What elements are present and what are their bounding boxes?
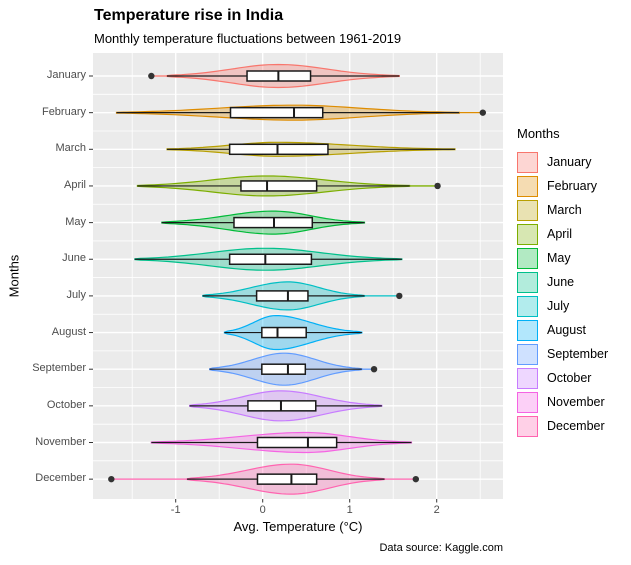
legend-item-january: January (517, 150, 608, 174)
legend-swatch-august (517, 319, 538, 341)
chart-subtitle: Monthly temperature fluctuations between… (94, 31, 402, 46)
legend-label-july: July (547, 299, 570, 313)
legend-item-september: September (517, 342, 608, 366)
legend-label-august: August (547, 323, 586, 337)
panel-background (93, 53, 503, 499)
legend-item-august: August (517, 318, 608, 342)
y-tick-label-november: November (35, 435, 86, 448)
outlier-dot-february (479, 109, 487, 116)
legend-swatch-september (517, 343, 538, 365)
y-tick-label-february: February (41, 105, 86, 118)
legend-label-june: June (547, 275, 575, 289)
legend-label-november: November (547, 395, 605, 409)
box-july (255, 290, 309, 302)
legend: Months January February March April May June J… (517, 126, 608, 438)
legend-label-january: January (547, 155, 592, 169)
outlier-dot-january (148, 72, 155, 80)
x-axis-title: Avg. Temperature (°C) (233, 519, 363, 534)
chart-title: Temperature rise in India (94, 7, 284, 24)
outlier-dot-april (434, 182, 441, 190)
y-tick-label-june: June (62, 252, 86, 265)
y-tick-label-december: December (35, 472, 86, 485)
box-november (256, 436, 338, 449)
legend-label-december: December (547, 419, 605, 433)
legend-swatch-december (517, 415, 538, 437)
box-december (256, 473, 318, 485)
y-tick-label-july: July (66, 288, 86, 301)
legend-item-april: April (517, 222, 608, 246)
box-june (228, 253, 313, 265)
y-tick-label-october: October (46, 398, 86, 411)
legend-label-may: May (547, 251, 571, 265)
legend-label-september: September (547, 347, 609, 361)
legend-item-october: October (517, 366, 608, 390)
legend-swatch-november (517, 391, 538, 413)
caption: Data source: Kaggle.com (379, 542, 503, 554)
legend-label-february: February (547, 179, 598, 193)
y-tick-label-may: May (65, 215, 86, 228)
legend-swatch-january (517, 151, 538, 173)
legend-swatch-february (517, 175, 538, 197)
legend-item-march: March (517, 198, 608, 222)
y-tick-label-august: August (51, 325, 86, 338)
box-september (261, 363, 307, 375)
legend-title: Months (517, 126, 560, 141)
x-tick-label-2: 2 (433, 504, 440, 516)
legend-swatch-march (517, 199, 538, 221)
y-tick-label-september: September (32, 362, 86, 375)
legend-swatch-july (517, 295, 538, 317)
legend-item-february: February (517, 174, 608, 198)
y-tick-label-january: January (46, 69, 86, 81)
y-tick-label-march: March (55, 142, 86, 155)
legend-item-july: July (517, 294, 608, 318)
box-february (229, 106, 324, 119)
legend-item-june: June (517, 270, 608, 294)
legend-label-october: October (547, 371, 592, 385)
legend-label-april: April (547, 227, 573, 241)
legend-swatch-may (517, 247, 538, 269)
y-tick-label-april: April (63, 178, 86, 191)
outlier-dot-september (370, 366, 378, 373)
legend-item-november: November (517, 390, 608, 414)
box-august (261, 326, 307, 339)
legend-swatch-april (517, 223, 538, 245)
outlier-dot-december (108, 475, 115, 483)
legend-swatch-october (517, 367, 538, 389)
box-march (228, 143, 329, 156)
x-tick-label--1: -1 (170, 504, 181, 516)
x-tick-label-0: 0 (259, 504, 266, 516)
legend-swatch-june (517, 271, 538, 293)
legend-item-may: May (517, 246, 608, 270)
x-tick-label-1: 1 (346, 504, 353, 516)
legend-item-december: December (517, 414, 608, 438)
box-april (240, 180, 318, 192)
legend-items: January February March April May June July Augu… (517, 150, 608, 438)
outlier-dot-december (412, 475, 420, 483)
outlier-dot-july (396, 292, 403, 300)
legend-label-march: March (547, 203, 582, 217)
